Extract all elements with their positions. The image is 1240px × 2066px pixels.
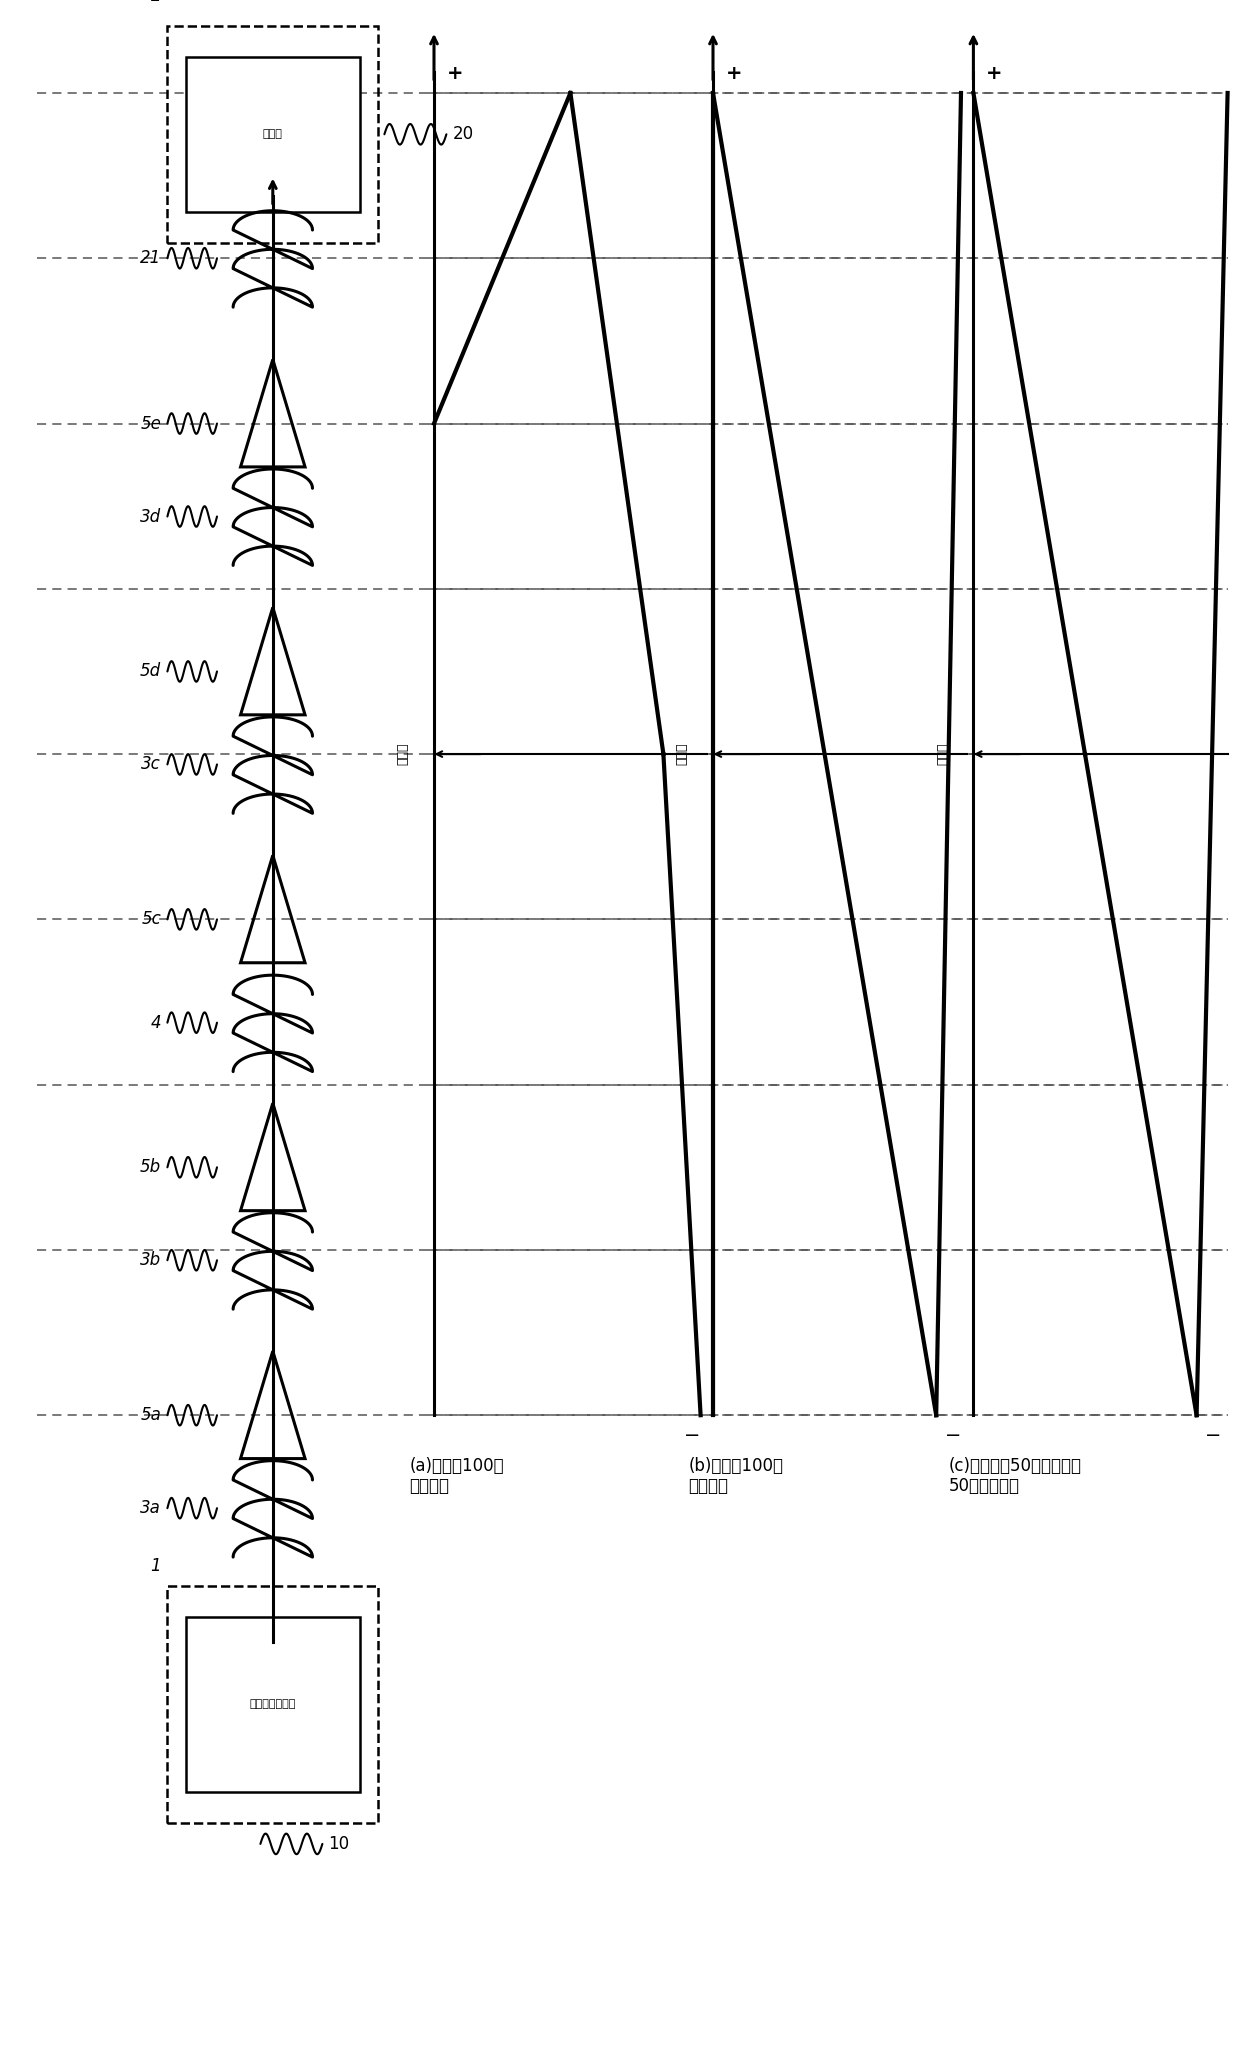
Text: 3a: 3a — [140, 1500, 161, 1516]
Text: (c)前均衡前50％，後均衡
50％分散補償: (c)前均衡前50％，後均衡 50％分散補償 — [949, 1457, 1081, 1496]
Text: 5b: 5b — [140, 1159, 161, 1176]
Text: 3b: 3b — [140, 1252, 161, 1269]
Text: 1: 1 — [150, 1558, 161, 1576]
Bar — [167, 25, 378, 242]
Text: −: − — [684, 1426, 701, 1444]
Text: 预均衡光発送器: 预均衡光発送器 — [249, 1700, 296, 1709]
Text: 接收機: 接收機 — [263, 130, 283, 138]
Text: 光強度: 光強度 — [936, 744, 949, 764]
Text: 20: 20 — [453, 126, 474, 143]
Text: 5e: 5e — [140, 415, 161, 432]
Text: 5d: 5d — [140, 663, 161, 680]
Text: +: + — [986, 64, 1002, 83]
Text: 4: 4 — [150, 1014, 161, 1031]
Text: 3c: 3c — [141, 756, 161, 773]
Text: −: − — [945, 1426, 961, 1444]
Text: 光強度: 光強度 — [397, 744, 409, 764]
Text: +: + — [725, 64, 742, 83]
Text: 10: 10 — [329, 1835, 350, 1853]
Text: 5c: 5c — [141, 911, 161, 928]
Bar — [167, 1587, 378, 1824]
Text: +: + — [446, 64, 463, 83]
Text: 3d: 3d — [140, 508, 161, 525]
Bar — [186, 56, 360, 211]
Text: 2: 2 — [150, 0, 161, 4]
Text: −: − — [1205, 1426, 1221, 1444]
Bar — [186, 1616, 360, 1793]
Text: 5a: 5a — [140, 1407, 161, 1423]
Text: (a)後均衡100％
分散補償: (a)後均衡100％ 分散補償 — [409, 1457, 503, 1496]
Text: 光強度: 光強度 — [676, 744, 688, 764]
Text: (b)前均衡100％
分散補償: (b)前均衡100％ 分散補償 — [688, 1457, 784, 1496]
Text: 21: 21 — [140, 250, 161, 267]
